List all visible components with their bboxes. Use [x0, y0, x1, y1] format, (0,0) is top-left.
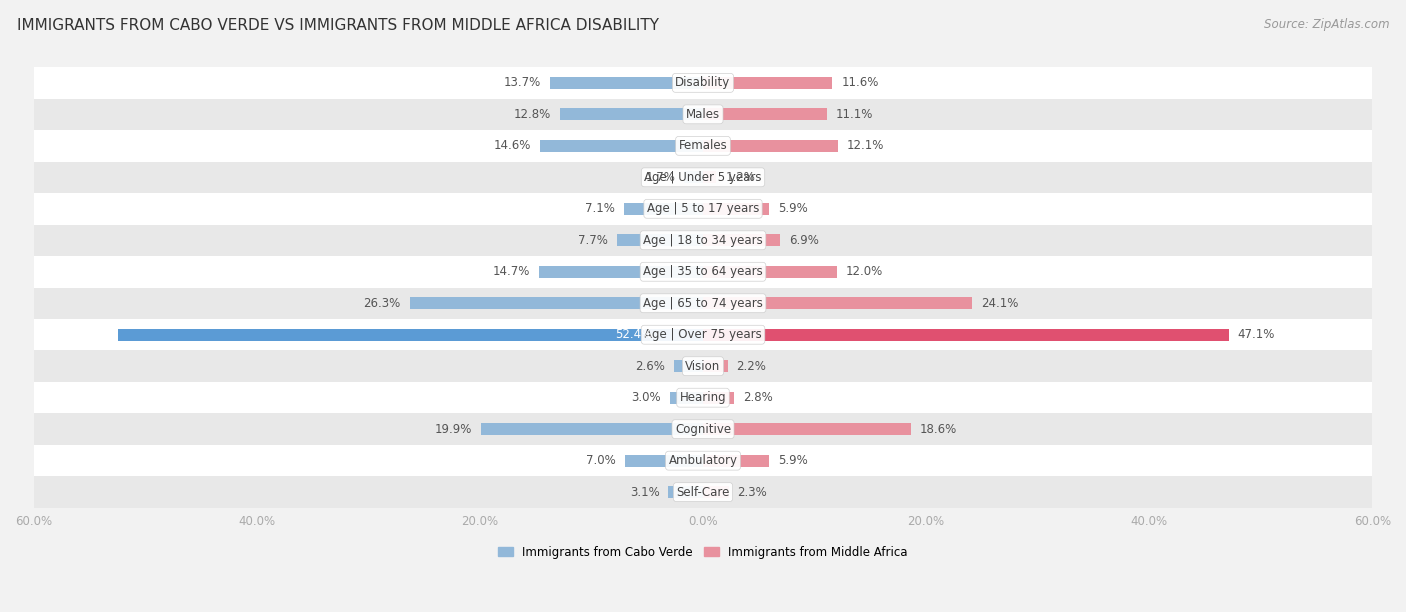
Text: 12.1%: 12.1% — [846, 140, 884, 152]
Text: 13.7%: 13.7% — [503, 76, 541, 89]
Text: Self-Care: Self-Care — [676, 486, 730, 499]
Text: 11.6%: 11.6% — [841, 76, 879, 89]
Text: Cognitive: Cognitive — [675, 423, 731, 436]
Bar — [669, 392, 703, 404]
Text: Age | 5 to 17 years: Age | 5 to 17 years — [647, 203, 759, 215]
Bar — [34, 162, 1372, 193]
Text: 2.8%: 2.8% — [744, 391, 773, 404]
Bar — [703, 140, 838, 152]
Text: 18.6%: 18.6% — [920, 423, 956, 436]
Text: Disability: Disability — [675, 76, 731, 89]
Text: 1.2%: 1.2% — [725, 171, 755, 184]
Bar — [34, 476, 1372, 508]
Text: Source: ZipAtlas.com: Source: ZipAtlas.com — [1264, 18, 1389, 31]
Bar — [34, 445, 1372, 476]
Text: 52.4%: 52.4% — [616, 328, 652, 341]
Bar — [540, 140, 703, 152]
Bar — [703, 234, 780, 246]
Bar — [703, 455, 769, 466]
Text: 12.0%: 12.0% — [846, 265, 883, 278]
Text: Vision: Vision — [685, 360, 721, 373]
Text: Age | 65 to 74 years: Age | 65 to 74 years — [643, 297, 763, 310]
Text: Age | 35 to 64 years: Age | 35 to 64 years — [643, 265, 763, 278]
Bar — [118, 329, 703, 341]
Bar — [481, 424, 703, 435]
Bar — [624, 203, 703, 215]
Bar — [409, 297, 703, 309]
Text: Females: Females — [679, 140, 727, 152]
Text: 3.0%: 3.0% — [631, 391, 661, 404]
Text: Males: Males — [686, 108, 720, 121]
Bar — [538, 266, 703, 278]
Bar — [703, 77, 832, 89]
Bar — [34, 256, 1372, 288]
Text: 26.3%: 26.3% — [363, 297, 401, 310]
Bar — [673, 360, 703, 372]
Bar — [34, 288, 1372, 319]
Text: 2.6%: 2.6% — [636, 360, 665, 373]
Legend: Immigrants from Cabo Verde, Immigrants from Middle Africa: Immigrants from Cabo Verde, Immigrants f… — [494, 541, 912, 563]
Bar — [34, 351, 1372, 382]
Bar — [703, 424, 911, 435]
Bar — [703, 171, 717, 183]
Text: Age | Over 75 years: Age | Over 75 years — [644, 328, 762, 341]
Bar — [34, 130, 1372, 162]
Bar — [550, 77, 703, 89]
Bar — [668, 486, 703, 498]
Text: 7.7%: 7.7% — [578, 234, 609, 247]
Bar — [703, 297, 972, 309]
Bar — [703, 203, 769, 215]
Text: 5.9%: 5.9% — [778, 203, 807, 215]
Bar — [34, 382, 1372, 414]
Text: Age | 18 to 34 years: Age | 18 to 34 years — [643, 234, 763, 247]
Bar — [703, 392, 734, 404]
Text: 24.1%: 24.1% — [981, 297, 1018, 310]
Text: 5.9%: 5.9% — [778, 454, 807, 467]
Text: 1.7%: 1.7% — [645, 171, 675, 184]
Bar — [34, 225, 1372, 256]
Bar — [624, 455, 703, 466]
Bar — [34, 99, 1372, 130]
Bar — [703, 108, 827, 121]
Text: 11.1%: 11.1% — [835, 108, 873, 121]
Text: Age | Under 5 years: Age | Under 5 years — [644, 171, 762, 184]
Bar — [34, 319, 1372, 351]
Text: 7.1%: 7.1% — [585, 203, 614, 215]
Bar — [560, 108, 703, 121]
Text: 6.9%: 6.9% — [789, 234, 818, 247]
Bar — [703, 266, 837, 278]
Bar — [703, 486, 728, 498]
Text: Ambulatory: Ambulatory — [668, 454, 738, 467]
Bar — [34, 414, 1372, 445]
Text: 12.8%: 12.8% — [515, 108, 551, 121]
Bar — [617, 234, 703, 246]
Text: 19.9%: 19.9% — [434, 423, 472, 436]
Bar — [703, 360, 727, 372]
Text: 2.2%: 2.2% — [737, 360, 766, 373]
Bar — [703, 329, 1229, 341]
Bar — [685, 171, 703, 183]
Text: Hearing: Hearing — [679, 391, 727, 404]
Text: IMMIGRANTS FROM CABO VERDE VS IMMIGRANTS FROM MIDDLE AFRICA DISABILITY: IMMIGRANTS FROM CABO VERDE VS IMMIGRANTS… — [17, 18, 659, 34]
Bar — [34, 67, 1372, 99]
Text: 2.3%: 2.3% — [738, 486, 768, 499]
Text: 7.0%: 7.0% — [586, 454, 616, 467]
Bar — [34, 193, 1372, 225]
Text: 14.6%: 14.6% — [494, 140, 531, 152]
Text: 14.7%: 14.7% — [492, 265, 530, 278]
Text: 3.1%: 3.1% — [630, 486, 659, 499]
Text: 47.1%: 47.1% — [1237, 328, 1275, 341]
